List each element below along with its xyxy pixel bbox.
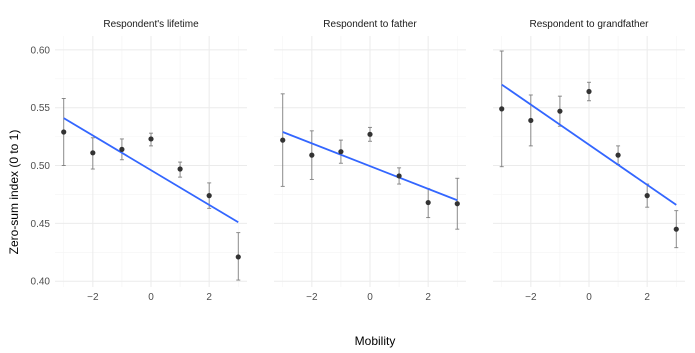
- data-point: [673, 226, 679, 232]
- panel-title: Respondent's lifetime: [103, 19, 199, 30]
- x-tick-label: −2: [87, 292, 99, 303]
- data-point: [61, 129, 67, 135]
- data-point: [396, 173, 402, 179]
- x-tick-label: 0: [367, 292, 373, 303]
- data-point: [425, 199, 431, 206]
- y-tick-label: 0.40: [31, 277, 51, 288]
- panel-1: Respondent's lifetime −2 0 2 0.40 0.45 0.50 0.5…: [31, 19, 247, 303]
- panel-title: Respondent to grandfather: [530, 19, 650, 30]
- data-point: [338, 149, 344, 155]
- data-point: [644, 193, 650, 199]
- panel-title: Respondent to father: [323, 19, 417, 30]
- fit-line: [282, 131, 458, 202]
- data-point: [499, 106, 505, 112]
- data-point: [615, 152, 621, 158]
- y-tick-label: 0.60: [31, 45, 51, 56]
- data-point: [528, 117, 534, 124]
- data-point: [454, 201, 460, 207]
- x-tick-label: −2: [525, 292, 537, 303]
- data-point: [177, 166, 183, 172]
- x-axis-title: Mobility: [355, 334, 396, 348]
- data-point: [90, 150, 96, 156]
- panel-3: Respondent to grandfather −2 0 2: [493, 19, 685, 303]
- data-point: [367, 131, 373, 137]
- data-point: [235, 254, 241, 260]
- data-point: [206, 193, 212, 199]
- x-tick-label: 0: [148, 292, 154, 303]
- fit-line: [501, 83, 677, 206]
- x-tick-label: 2: [206, 292, 212, 303]
- panel-2: Respondent to father −2 0 2: [274, 19, 466, 303]
- x-tick-label: −2: [306, 292, 318, 303]
- data-point: [309, 152, 315, 158]
- data-point: [280, 137, 286, 143]
- y-tick-label: 0.45: [31, 219, 51, 230]
- data-point: [557, 108, 563, 114]
- y-axis-title: Zero-sum index (0 to 1): [7, 130, 21, 255]
- x-tick-label: 2: [644, 292, 650, 303]
- fit-line: [63, 117, 239, 223]
- x-tick-label: 0: [586, 292, 592, 303]
- data-point: [119, 146, 125, 152]
- data-point: [148, 136, 154, 142]
- facet-panels: Respondent's lifetime −2 0 2 0.40 0.45 0.50 0.5…: [31, 19, 685, 303]
- data-point: [586, 88, 592, 95]
- y-tick-label: 0.50: [31, 161, 51, 172]
- x-tick-label: 2: [425, 292, 431, 303]
- y-tick-label: 0.55: [31, 103, 51, 114]
